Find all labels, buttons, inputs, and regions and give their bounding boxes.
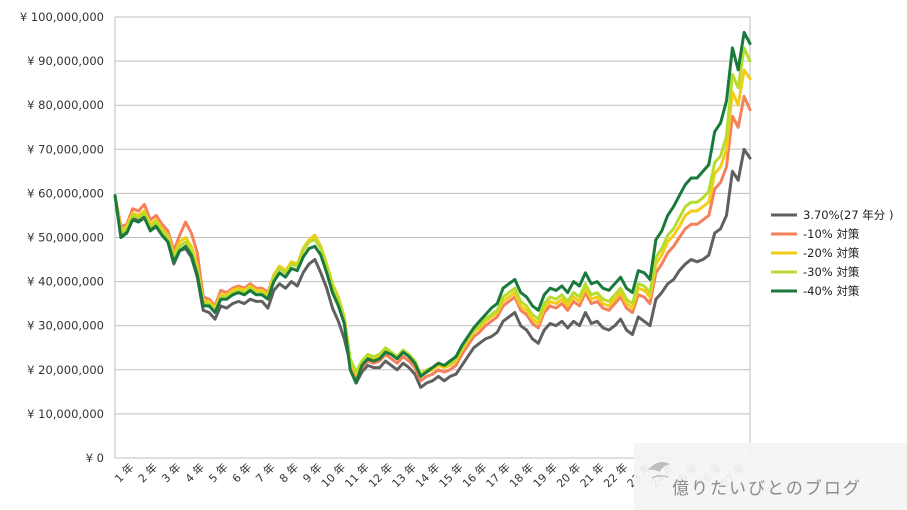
y-tick-label: ¥ 100,000,000 (20, 10, 104, 24)
x-tick-label: 17 年 (483, 460, 513, 490)
x-tick-label: 15 年 (436, 460, 466, 490)
y-tick-label: ¥ 40,000,000 (27, 275, 104, 289)
y-tick-label: ¥ 70,000,000 (27, 142, 104, 156)
y-tick-label: ¥ 50,000,000 (27, 231, 104, 245)
series-line-1 (113, 94, 752, 383)
legend-label-2: -20% 対策 (803, 246, 860, 260)
bird-logo-icon (648, 462, 670, 479)
y-tick-label: ¥ 60,000,000 (27, 186, 104, 200)
watermark-background (634, 443, 907, 510)
x-tick-label: 13 年 (389, 460, 419, 490)
x-tick-label: 7 年 (253, 460, 278, 485)
series-line-4 (113, 30, 752, 385)
x-tick-label: 22 年 (600, 460, 630, 490)
x-tick-label: 8 年 (276, 460, 301, 485)
x-tick-label: 20 年 (553, 460, 583, 490)
legend: 3.70%(27 年分 ) -10% 対策 -20% 対策 -30% 対策 -40% 対… (771, 208, 893, 298)
y-axis-ticks: ¥ 0 ¥ 10,000,000 ¥ 20,000,000 ¥ 30,000,000 ¥… (20, 10, 104, 465)
x-tick-label: 2 年 (135, 460, 160, 485)
legend-label-3: -30% 対策 (803, 265, 860, 279)
x-tick-label: 5 年 (206, 460, 231, 485)
x-tick-label: 21 年 (577, 460, 607, 490)
x-tick-label: 4 年 (182, 460, 207, 485)
y-tick-label: ¥ 30,000,000 (27, 319, 104, 333)
y-tick-label: ¥ 20,000,000 (27, 363, 104, 377)
y-tick-label: ¥ 80,000,000 (27, 98, 104, 112)
x-tick-label: 14 年 (412, 460, 442, 490)
series-line-2 (113, 68, 752, 378)
series-lines (113, 30, 752, 389)
grid-lines (114, 16, 751, 459)
watermark-text: 億りたいびとのブログ (672, 478, 862, 499)
x-tick-label: 3 年 (159, 460, 184, 485)
y-tick-label: ¥ 10,000,000 (27, 407, 104, 421)
watermark: 億りたいびとのブログ (634, 443, 907, 510)
x-tick-label: 10 年 (318, 460, 348, 490)
y-tick-label: ¥ 0 (86, 451, 104, 465)
y-tick-label: ¥ 90,000,000 (27, 54, 104, 68)
x-tick-label: 1 年 (112, 460, 137, 485)
legend-label-4: -40% 対策 (803, 284, 860, 298)
x-tick-label: 16 年 (459, 460, 489, 490)
series-line-0 (113, 147, 752, 389)
x-tick-label: 18 年 (506, 460, 536, 490)
x-tick-label: 12 年 (365, 460, 395, 490)
legend-label-1: -10% 対策 (803, 227, 860, 241)
x-tick-label: 6 年 (229, 460, 254, 485)
x-tick-label: 19 年 (530, 460, 560, 490)
legend-label-0: 3.70%(27 年分 ) (803, 208, 893, 222)
x-tick-label: 11 年 (342, 460, 372, 490)
